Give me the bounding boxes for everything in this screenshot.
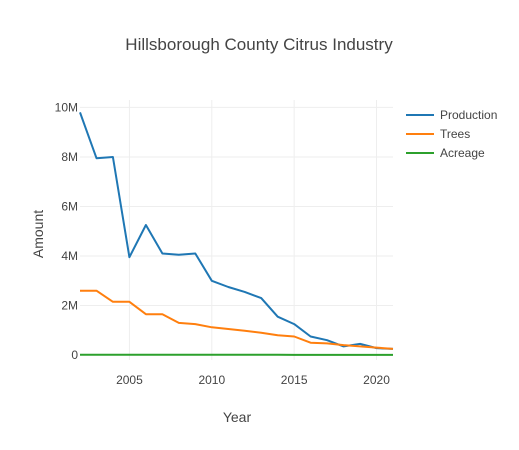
legend-label: Production <box>440 108 497 122</box>
y-tick-label: 10M <box>55 100 78 114</box>
x-axis-label: Year <box>223 409 252 425</box>
y-tick-label: 8M <box>61 150 78 164</box>
y-tick-label: 4M <box>61 249 78 263</box>
x-tick-label: 2010 <box>198 373 225 387</box>
y-axis-label: Amount <box>30 210 46 258</box>
y-tick-label: 0 <box>71 348 78 362</box>
y-tick-label: 6M <box>61 199 78 213</box>
legend-item-trees[interactable]: Trees <box>406 127 470 141</box>
chart-title: Hillsborough County Citrus Industry <box>125 35 393 54</box>
legend[interactable]: Production Trees Acreage <box>406 108 497 160</box>
series-line-production[interactable] <box>79 112 394 350</box>
grid <box>80 100 393 360</box>
y-axis-ticks: 0 2M 4M 6M 8M 10M <box>55 100 79 362</box>
x-axis-ticks: 2005 2010 2015 2020 <box>116 373 390 387</box>
series-line-trees[interactable] <box>80 289 394 350</box>
y-tick-label: 2M <box>61 299 78 313</box>
x-tick-label: 2005 <box>116 373 143 387</box>
x-tick-label: 2020 <box>363 373 390 387</box>
x-tick-label: 2015 <box>281 373 308 387</box>
legend-item-acreage[interactable]: Acreage <box>406 146 485 160</box>
plot-area <box>79 112 394 356</box>
legend-label: Trees <box>440 127 470 141</box>
legend-item-production[interactable]: Production <box>406 108 497 122</box>
legend-label: Acreage <box>440 146 485 160</box>
